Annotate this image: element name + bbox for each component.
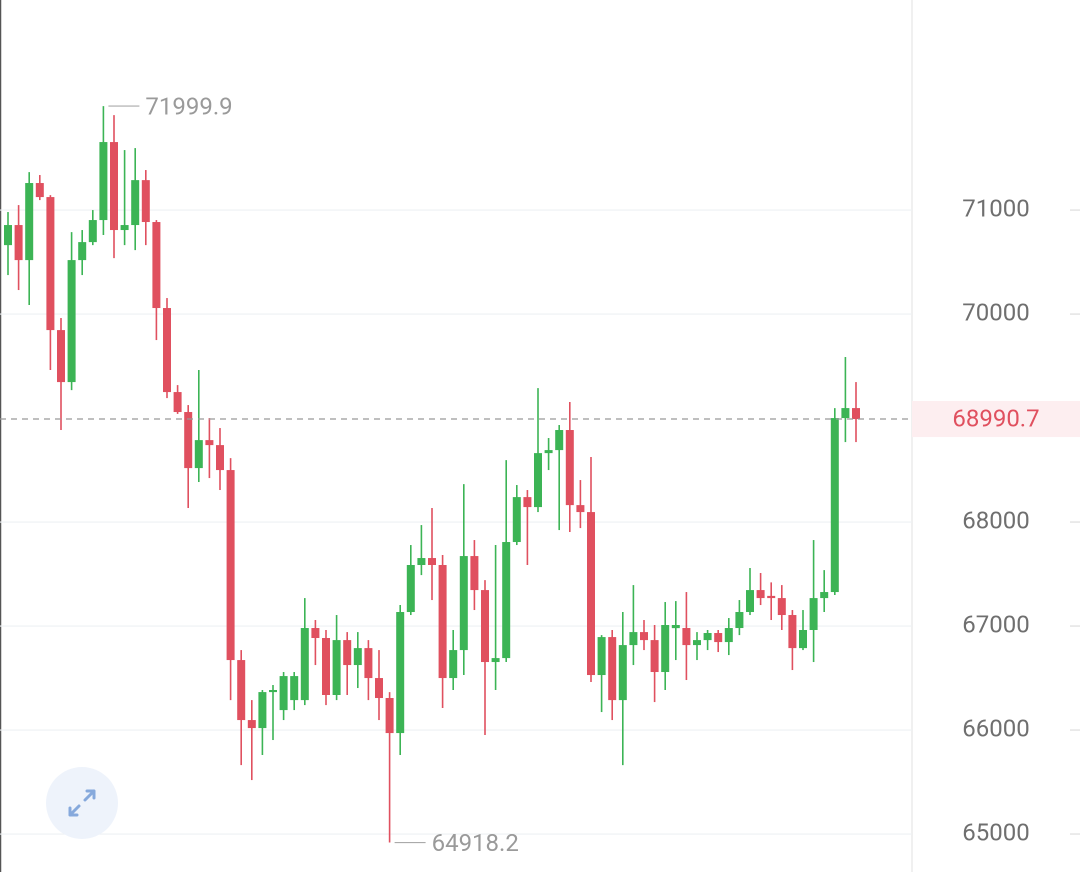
candle-body: [830, 418, 839, 593]
candle-body: [544, 450, 553, 454]
candle-body: [290, 676, 299, 701]
candle-body: [332, 640, 341, 696]
candle-body: [120, 225, 129, 231]
candle-body: [396, 612, 405, 734]
candle-body: [353, 648, 362, 666]
expand-circle[interactable]: [46, 767, 118, 839]
candle-body: [141, 180, 150, 223]
candle-body: [523, 497, 532, 508]
candle-body: [746, 590, 754, 613]
candle-body: [671, 625, 680, 629]
candle-body: [470, 556, 479, 591]
y-tick-label: 71000: [962, 194, 1029, 222]
candle-body: [459, 556, 468, 651]
candle-body: [502, 542, 511, 659]
candle-body: [703, 633, 712, 641]
candle-body: [152, 222, 161, 309]
y-tick-label: 65000: [962, 818, 1029, 846]
candle-body: [438, 565, 447, 679]
candle-body: [629, 632, 638, 646]
candle-body: [237, 660, 246, 721]
candle-body: [809, 598, 818, 631]
candle-body: [565, 430, 574, 506]
candle-body: [279, 676, 288, 711]
candle-body: [597, 637, 606, 676]
candle-body: [661, 625, 670, 673]
last-price-bg: [912, 401, 1080, 438]
candle-body: [322, 638, 330, 696]
candle-body: [512, 497, 521, 543]
candle-body: [258, 692, 267, 729]
expand-button[interactable]: [46, 767, 118, 839]
y-tick-label: 68000: [962, 506, 1029, 534]
candle-body: [78, 242, 87, 261]
high-label: 71999.9: [145, 92, 232, 120]
candle-body: [375, 678, 383, 699]
candle-body: [820, 592, 829, 599]
candle-body: [216, 445, 224, 471]
plot: 65000 66000 67000 68000 70000 71000 71999.9 649…: [0, 92, 1080, 857]
candle-body: [788, 615, 797, 649]
candle-body: [99, 142, 108, 221]
candle-body: [852, 408, 860, 420]
candle-body: [693, 640, 701, 646]
candle-body: [364, 648, 373, 679]
candle-body: [682, 628, 691, 646]
candle-body: [247, 720, 256, 729]
candle-body: [226, 470, 235, 661]
candle-body: [343, 640, 352, 666]
candle-body: [587, 512, 595, 676]
candle-body: [417, 558, 426, 566]
candle-body: [14, 225, 23, 261]
candle-body: [406, 565, 415, 613]
candle-body: [449, 650, 458, 679]
candle-body: [650, 640, 659, 673]
y-tick-label: 66000: [962, 714, 1029, 742]
candle-body: [618, 645, 627, 701]
candle-body: [131, 180, 140, 226]
candle-body: [491, 658, 500, 663]
candle-body: [173, 392, 182, 413]
low-label: 64918.2: [432, 829, 519, 857]
candle-body: [88, 220, 97, 243]
candle-body: [481, 590, 489, 663]
candle-body: [300, 628, 309, 701]
candle-body: [777, 598, 786, 616]
candle-body: [576, 505, 585, 513]
candle-body: [25, 183, 34, 261]
candle-body: [67, 260, 76, 383]
candle-body: [608, 637, 617, 701]
candle-body: [735, 612, 744, 629]
candle-body: [110, 142, 118, 231]
y-tick-label: 70000: [962, 298, 1029, 326]
candle-body: [269, 690, 277, 693]
candle-body: [534, 453, 542, 508]
candle-body: [428, 558, 436, 566]
candle-body: [205, 440, 214, 446]
candle-body: [714, 633, 723, 643]
candle-body: [640, 632, 648, 641]
last-price-label: 68990.7: [952, 404, 1039, 432]
expand-icon[interactable]: [68, 789, 96, 817]
candle-body: [799, 630, 807, 649]
candle-body: [163, 308, 171, 393]
candle-body: [555, 430, 564, 451]
candle-body: [4, 225, 12, 246]
candle-body: [841, 408, 850, 419]
candle-body: [756, 590, 765, 599]
candle-body: [385, 698, 394, 734]
candle-body: [767, 595, 776, 599]
candle-body: [194, 440, 203, 469]
candle-body: [35, 183, 44, 198]
candle-body: [724, 628, 733, 643]
y-tick-label: 67000: [962, 610, 1029, 638]
candle-body: [46, 197, 55, 331]
candle-body: [57, 330, 65, 383]
candle-body: [184, 412, 193, 469]
candle-body: [311, 628, 320, 639]
